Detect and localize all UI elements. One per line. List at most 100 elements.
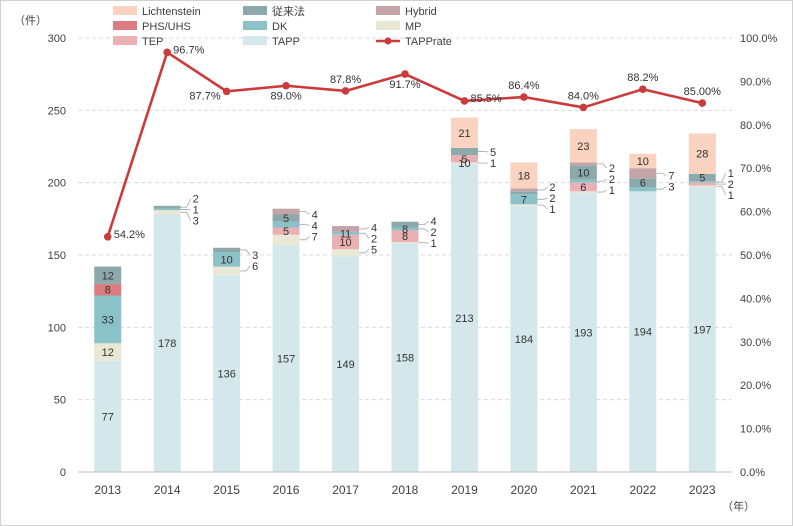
bar-value-label: 4 [431,216,437,228]
bar-value-label: 5 [371,244,377,256]
bar-segment [153,214,181,472]
leader-line [299,236,310,241]
bar-value-label: 4 [312,220,318,232]
y-tick-label: 200 [48,178,66,190]
bar-value-label: 5 [490,147,496,159]
legend-label: PHS/UHS [142,21,191,33]
bar-value-label: 10 [637,156,649,168]
tapprate-point [222,87,231,96]
bar-value-label: 28 [696,149,708,161]
legend-swatch [376,21,400,30]
legend-swatch [376,6,400,15]
x-tick-label: 2016 [273,483,300,497]
leader-line [418,228,429,233]
leader-line [537,204,548,210]
bar-value-label: 8 [105,285,111,297]
tapprate-label: 85.5% [470,93,501,105]
tapprate-label: 96.7% [173,44,204,56]
bar-segment [688,181,716,183]
bar-value-label: 2 [193,194,199,206]
bar-value-label: 10 [577,168,589,180]
leader-line [240,265,251,272]
bar-segment [332,256,360,472]
bar-segment [569,182,597,192]
leader-line [656,186,667,190]
bar-segment [688,185,716,188]
bar-segment [332,231,360,235]
tapprate-label: 54.2% [114,229,145,241]
bar-segment [272,208,300,215]
leader-line [180,211,192,221]
bar-segment [629,187,657,192]
bar-value-label: 6 [252,261,258,273]
bar-value-label: 5 [283,213,289,225]
tapprate-point [282,81,290,90]
bar-value-label: 1 [728,190,734,202]
x-tick-label: 2019 [451,483,478,497]
bar-value-label: 1 [609,185,615,197]
legend: Lichtenstein 従来法 Hybrid PHS/UHS DK MP TEP TAPP T… [113,4,452,48]
bar-value-label: 6 [580,182,586,194]
legend-label: DK [272,21,288,33]
bar-segment [629,191,657,472]
leader-line [537,197,548,200]
bar-segment [391,230,419,242]
bar-segment [510,188,538,192]
bar-value-label: 1 [431,238,437,250]
bar-segment [213,247,241,253]
bar-value-label: 18 [518,170,530,182]
bar-value-label: 194 [634,327,652,339]
leader-line [596,178,608,182]
bar-value-label: 1 [549,204,555,216]
y-tick-label: 0 [60,467,66,479]
tapprate-label: 89.0% [270,91,301,103]
legend-label: Lichtenstein [142,6,201,18]
bar-value-label: 158 [396,353,414,365]
bar-segment [272,221,300,228]
bar-segment [510,162,538,189]
y-tick-label: 50 [54,395,66,407]
bar-value-label: 197 [693,325,711,337]
leader-line [180,198,192,208]
bar-value-label: 2 [371,233,377,245]
bar-segment [153,210,181,215]
legend-swatch [113,36,137,45]
legend-label: TAPP [272,36,300,48]
bar-segment [153,205,181,209]
legend-label: Hybrid [405,6,437,18]
bar-segment [332,226,360,232]
legend-swatch [243,36,267,45]
legend-swatch [243,6,267,15]
tapprate-point [460,97,469,105]
y2-tick-label: 100.0% [740,33,778,45]
bar-segment [450,117,478,148]
bar-segment [688,173,716,182]
legend-label: TAPPrate [405,36,452,48]
bar-value-label: 1 [193,205,199,217]
bar-segment [332,234,360,250]
bar-value-label: 7 [521,194,527,206]
bar-value-label: 12 [102,270,114,282]
leader-line [596,163,608,169]
legend-swatch [243,21,267,30]
bar-value-label: 213 [455,313,473,325]
bar-segment [213,275,241,472]
bar-segment [213,266,241,276]
legend-label: TEP [142,36,163,48]
y-tick-label: 300 [48,33,66,45]
bar-value-label: 7 [312,231,318,243]
leader-line [299,224,310,226]
x-tick-label: 2013 [94,483,121,497]
x-tick-label: 2023 [689,483,716,497]
tapprate-point [401,70,409,78]
bar-value-label: 8 [402,224,408,236]
x-tick-label: 2021 [570,483,597,497]
bar-segment [510,191,538,195]
bar-value-label: 77 [102,411,114,423]
bar-value-label: 5 [699,173,705,185]
bar-segment [510,204,538,206]
leader-line [656,172,667,177]
y2-tick-label: 20.0% [740,380,771,392]
leader-line [715,185,727,196]
